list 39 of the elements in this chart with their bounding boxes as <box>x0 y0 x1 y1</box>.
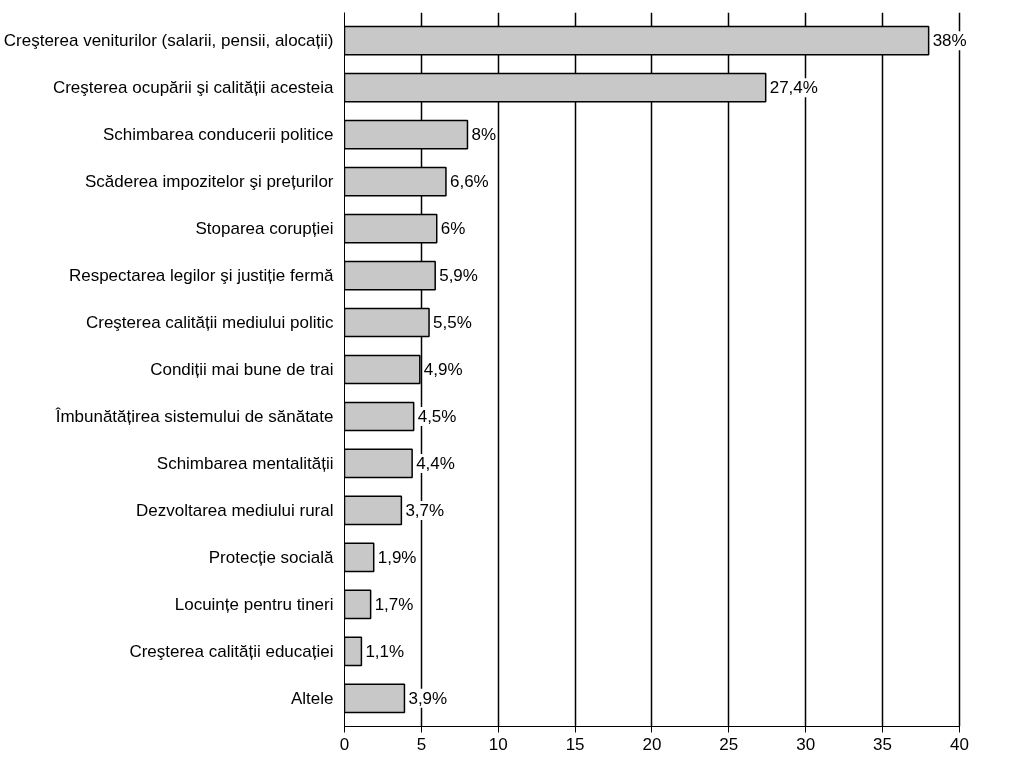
x-tick-label: 5 <box>416 734 427 754</box>
y-tick-label: Respectarea legilor şi justiție fermă <box>68 266 335 286</box>
y-tick-label: Îmbunătățirea sistemului de sănătate <box>54 406 334 426</box>
y-tick-label: Locuințe pentru tineri <box>174 594 334 614</box>
data-label: 6,6% <box>449 172 489 192</box>
data-label: 4,9% <box>423 360 463 379</box>
y-tick-label: Condiții mai bune de trai <box>150 360 334 379</box>
x-tick-label: 30 <box>796 734 816 754</box>
data-label: 3,7% <box>405 500 445 520</box>
x-tick-label: 20 <box>642 734 662 754</box>
data-label: 1,9% <box>377 547 417 567</box>
data-label: 4,5% <box>417 406 457 426</box>
data-label: 38% <box>932 31 967 51</box>
y-tick-label: Creşterea calității educației <box>129 641 334 661</box>
y-tick-label: Stoparea corupției <box>195 219 334 239</box>
y-tick-label: Creşterea ocupării şi calității acesteia <box>52 78 335 98</box>
y-tick-label: Altele <box>290 688 334 708</box>
data-label: 5,5% <box>433 313 472 333</box>
y-tick-label: Creşterea veniturilor (salarii, pensii, alocații) <box>3 31 334 51</box>
x-tick-label: 35 <box>873 734 892 754</box>
data-label: 5,9% <box>439 266 478 286</box>
data-label: 1,7% <box>374 594 414 614</box>
x-tick-label: 40 <box>949 734 969 754</box>
y-tick-label: Creşterea calității mediului politic <box>85 313 334 333</box>
data-label: 1,1% <box>365 641 405 661</box>
y-tick-label: Dezvoltarea mediului rural <box>136 500 334 520</box>
x-tick-label: 0 <box>339 734 350 754</box>
y-tick-label: Schimbarea mentalității <box>156 453 334 473</box>
y-tick-label: Protecție socială <box>208 547 335 567</box>
data-label: 3,9% <box>408 688 448 708</box>
x-tick-label: 10 <box>488 734 508 754</box>
data-label: 6% <box>440 219 466 239</box>
y-tick-label: Schimbarea conducerii politice <box>102 125 334 145</box>
data-label: 27,4% <box>769 78 818 98</box>
data-label: 4,4% <box>416 453 455 473</box>
x-tick-label: 25 <box>719 734 739 754</box>
data-label: 8% <box>471 125 497 145</box>
y-tick-label: Scăderea impozitelor şi prețurilor <box>85 172 334 192</box>
x-tick-label: 15 <box>565 734 585 754</box>
